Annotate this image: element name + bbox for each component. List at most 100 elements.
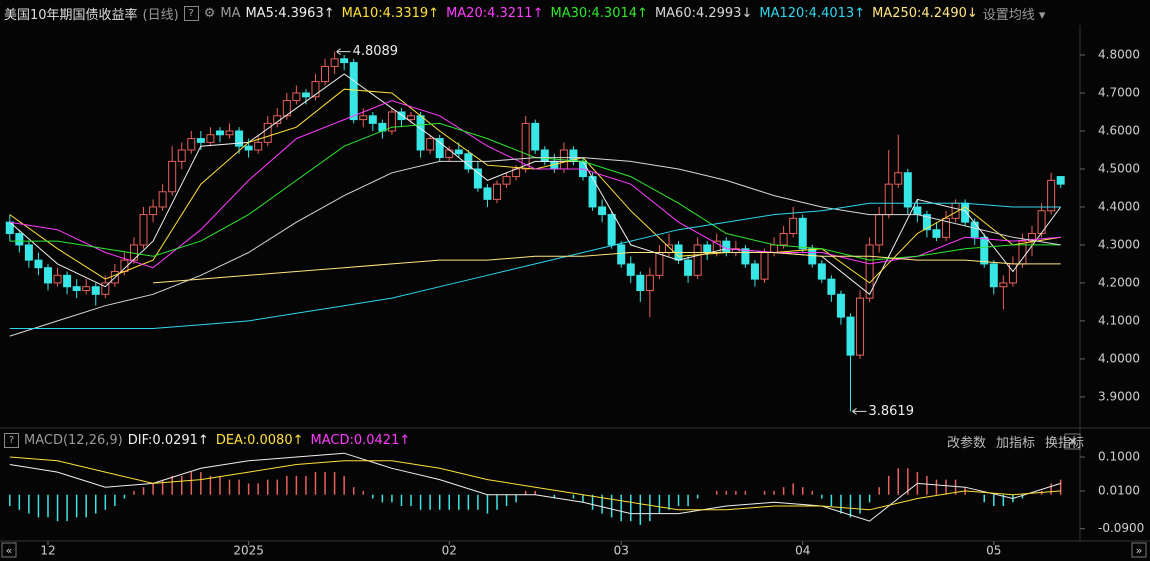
candle-body	[588, 176, 597, 208]
legend-text: MA250:4.2490	[872, 6, 967, 21]
x-tick-label: 04	[795, 544, 810, 558]
settings-icon[interactable]: ⚙	[203, 6, 216, 21]
legend-text: MA5:4.3963	[245, 6, 324, 21]
legend-item: MACD:0.0421↑	[311, 433, 411, 448]
legend-arrow: ↑	[854, 6, 866, 21]
legend-text: MA10:4.3319	[341, 6, 429, 21]
candle-body	[922, 214, 931, 231]
candle-body	[703, 244, 712, 254]
candle-body	[741, 248, 750, 265]
candle-body	[397, 111, 406, 121]
help-icon[interactable]: ?	[4, 433, 19, 448]
candle-body	[301, 92, 310, 98]
legend-item: DEA:0.0080↑	[216, 433, 304, 448]
indicator-line	[9, 88, 1061, 284]
candle-body	[846, 316, 855, 356]
candle-body	[750, 263, 759, 280]
candle-body	[865, 244, 874, 299]
candle-body	[540, 149, 549, 162]
candle-body	[798, 217, 807, 250]
candle-body	[970, 221, 979, 238]
indicator-line	[9, 456, 1061, 511]
candle-body	[645, 274, 654, 292]
candle-body	[655, 252, 664, 276]
indicator-line	[9, 202, 1061, 329]
indicator-line	[153, 252, 1061, 284]
button[interactable]: 加指标	[995, 436, 1035, 451]
candle-body	[789, 217, 798, 235]
candle-body	[617, 244, 626, 265]
candle-body	[473, 168, 482, 189]
scroll-right[interactable]	[1131, 542, 1147, 558]
candle-body	[225, 130, 234, 136]
indicator-line	[9, 452, 1061, 522]
legend-arrow: ↑	[428, 6, 440, 21]
candle-body	[445, 149, 454, 159]
candle-body	[693, 244, 702, 276]
scroll-left[interactable]	[1, 542, 17, 558]
legend-arrow: ↑	[323, 6, 335, 21]
ma-label: MA	[220, 6, 241, 21]
indicator-line	[9, 73, 1062, 296]
candle-body	[942, 217, 951, 238]
legend-text: MA30:4.3014	[550, 6, 638, 21]
indicator-buttons: 改参数 加指标 换指标	[947, 432, 1084, 451]
candle-body	[961, 202, 970, 223]
candle-body	[235, 130, 244, 147]
candle-body	[913, 206, 922, 216]
candle-body	[139, 214, 148, 246]
legend-arrow: ↓	[966, 6, 978, 21]
candle-body	[426, 138, 435, 151]
legend-item: MA10:4.3319↑	[342, 6, 439, 21]
legend-arrow: ↓	[741, 6, 753, 21]
legend-arrow: ↑	[532, 6, 544, 21]
candle-body	[454, 149, 463, 155]
candle-body	[607, 214, 616, 246]
y-tick-label: -0.0900	[1098, 521, 1144, 535]
candle-body	[407, 115, 416, 121]
candle-body	[359, 115, 368, 121]
candle-body	[779, 233, 788, 246]
x-tick-label: 03	[614, 544, 629, 558]
candle-body	[349, 62, 358, 121]
candle-body	[168, 160, 177, 193]
y-tick-label: 4.0000	[1098, 351, 1140, 365]
x-tick-label: 02	[442, 544, 457, 558]
candle-body	[808, 248, 817, 265]
legend-text: MA120:4.4013	[759, 6, 855, 21]
annotation-label: 4.8089	[353, 44, 399, 59]
legend-text: MA20:4.3211	[446, 6, 533, 21]
help-icon[interactable]: ?	[183, 6, 199, 21]
legend-item: MA5:4.3963↑	[245, 6, 334, 21]
candle-body	[263, 122, 272, 143]
candle-body	[5, 221, 14, 235]
indicator-line	[9, 157, 1061, 337]
macd-title: MACD(12,26,9)	[24, 433, 123, 448]
y-tick-label: 4.5000	[1098, 161, 1140, 175]
chart-title: 美国10年期国债收益率	[4, 8, 138, 23]
candle-body	[330, 58, 339, 67]
close-icon[interactable]: ✕	[1067, 435, 1077, 449]
close-box[interactable]	[1064, 433, 1081, 450]
candle-body	[770, 244, 779, 254]
button[interactable]: 改参数	[946, 436, 986, 451]
button[interactable]: 换指标	[1044, 436, 1084, 451]
scroll-left-icon[interactable]: «	[6, 544, 13, 557]
candle-body	[903, 172, 912, 208]
candle-body	[531, 122, 540, 151]
candle-body	[34, 259, 43, 269]
ma-settings[interactable]: 设置均线 ▾	[982, 8, 1046, 23]
ma-settings-text[interactable]: 设置均线	[982, 8, 1035, 23]
candle-body	[894, 172, 903, 185]
macd-header: ? MACD(12,26,9) DIF:0.0291↑ DEA:0.0080↑ MA…	[4, 433, 410, 448]
legend-text: DEA:0.0080	[215, 433, 293, 448]
y-tick-label: 0.0100	[1098, 483, 1140, 497]
y-tick-label: 3.9000	[1098, 389, 1140, 403]
y-tick-label: 4.8000	[1098, 48, 1140, 62]
candle-body	[292, 92, 301, 102]
candle-body	[1047, 179, 1056, 212]
y-tick-label: 4.1000	[1098, 313, 1140, 327]
y-tick-label: 4.7000	[1098, 85, 1140, 99]
candle-body	[340, 58, 349, 64]
scroll-right-icon[interactable]: »	[1136, 544, 1143, 557]
